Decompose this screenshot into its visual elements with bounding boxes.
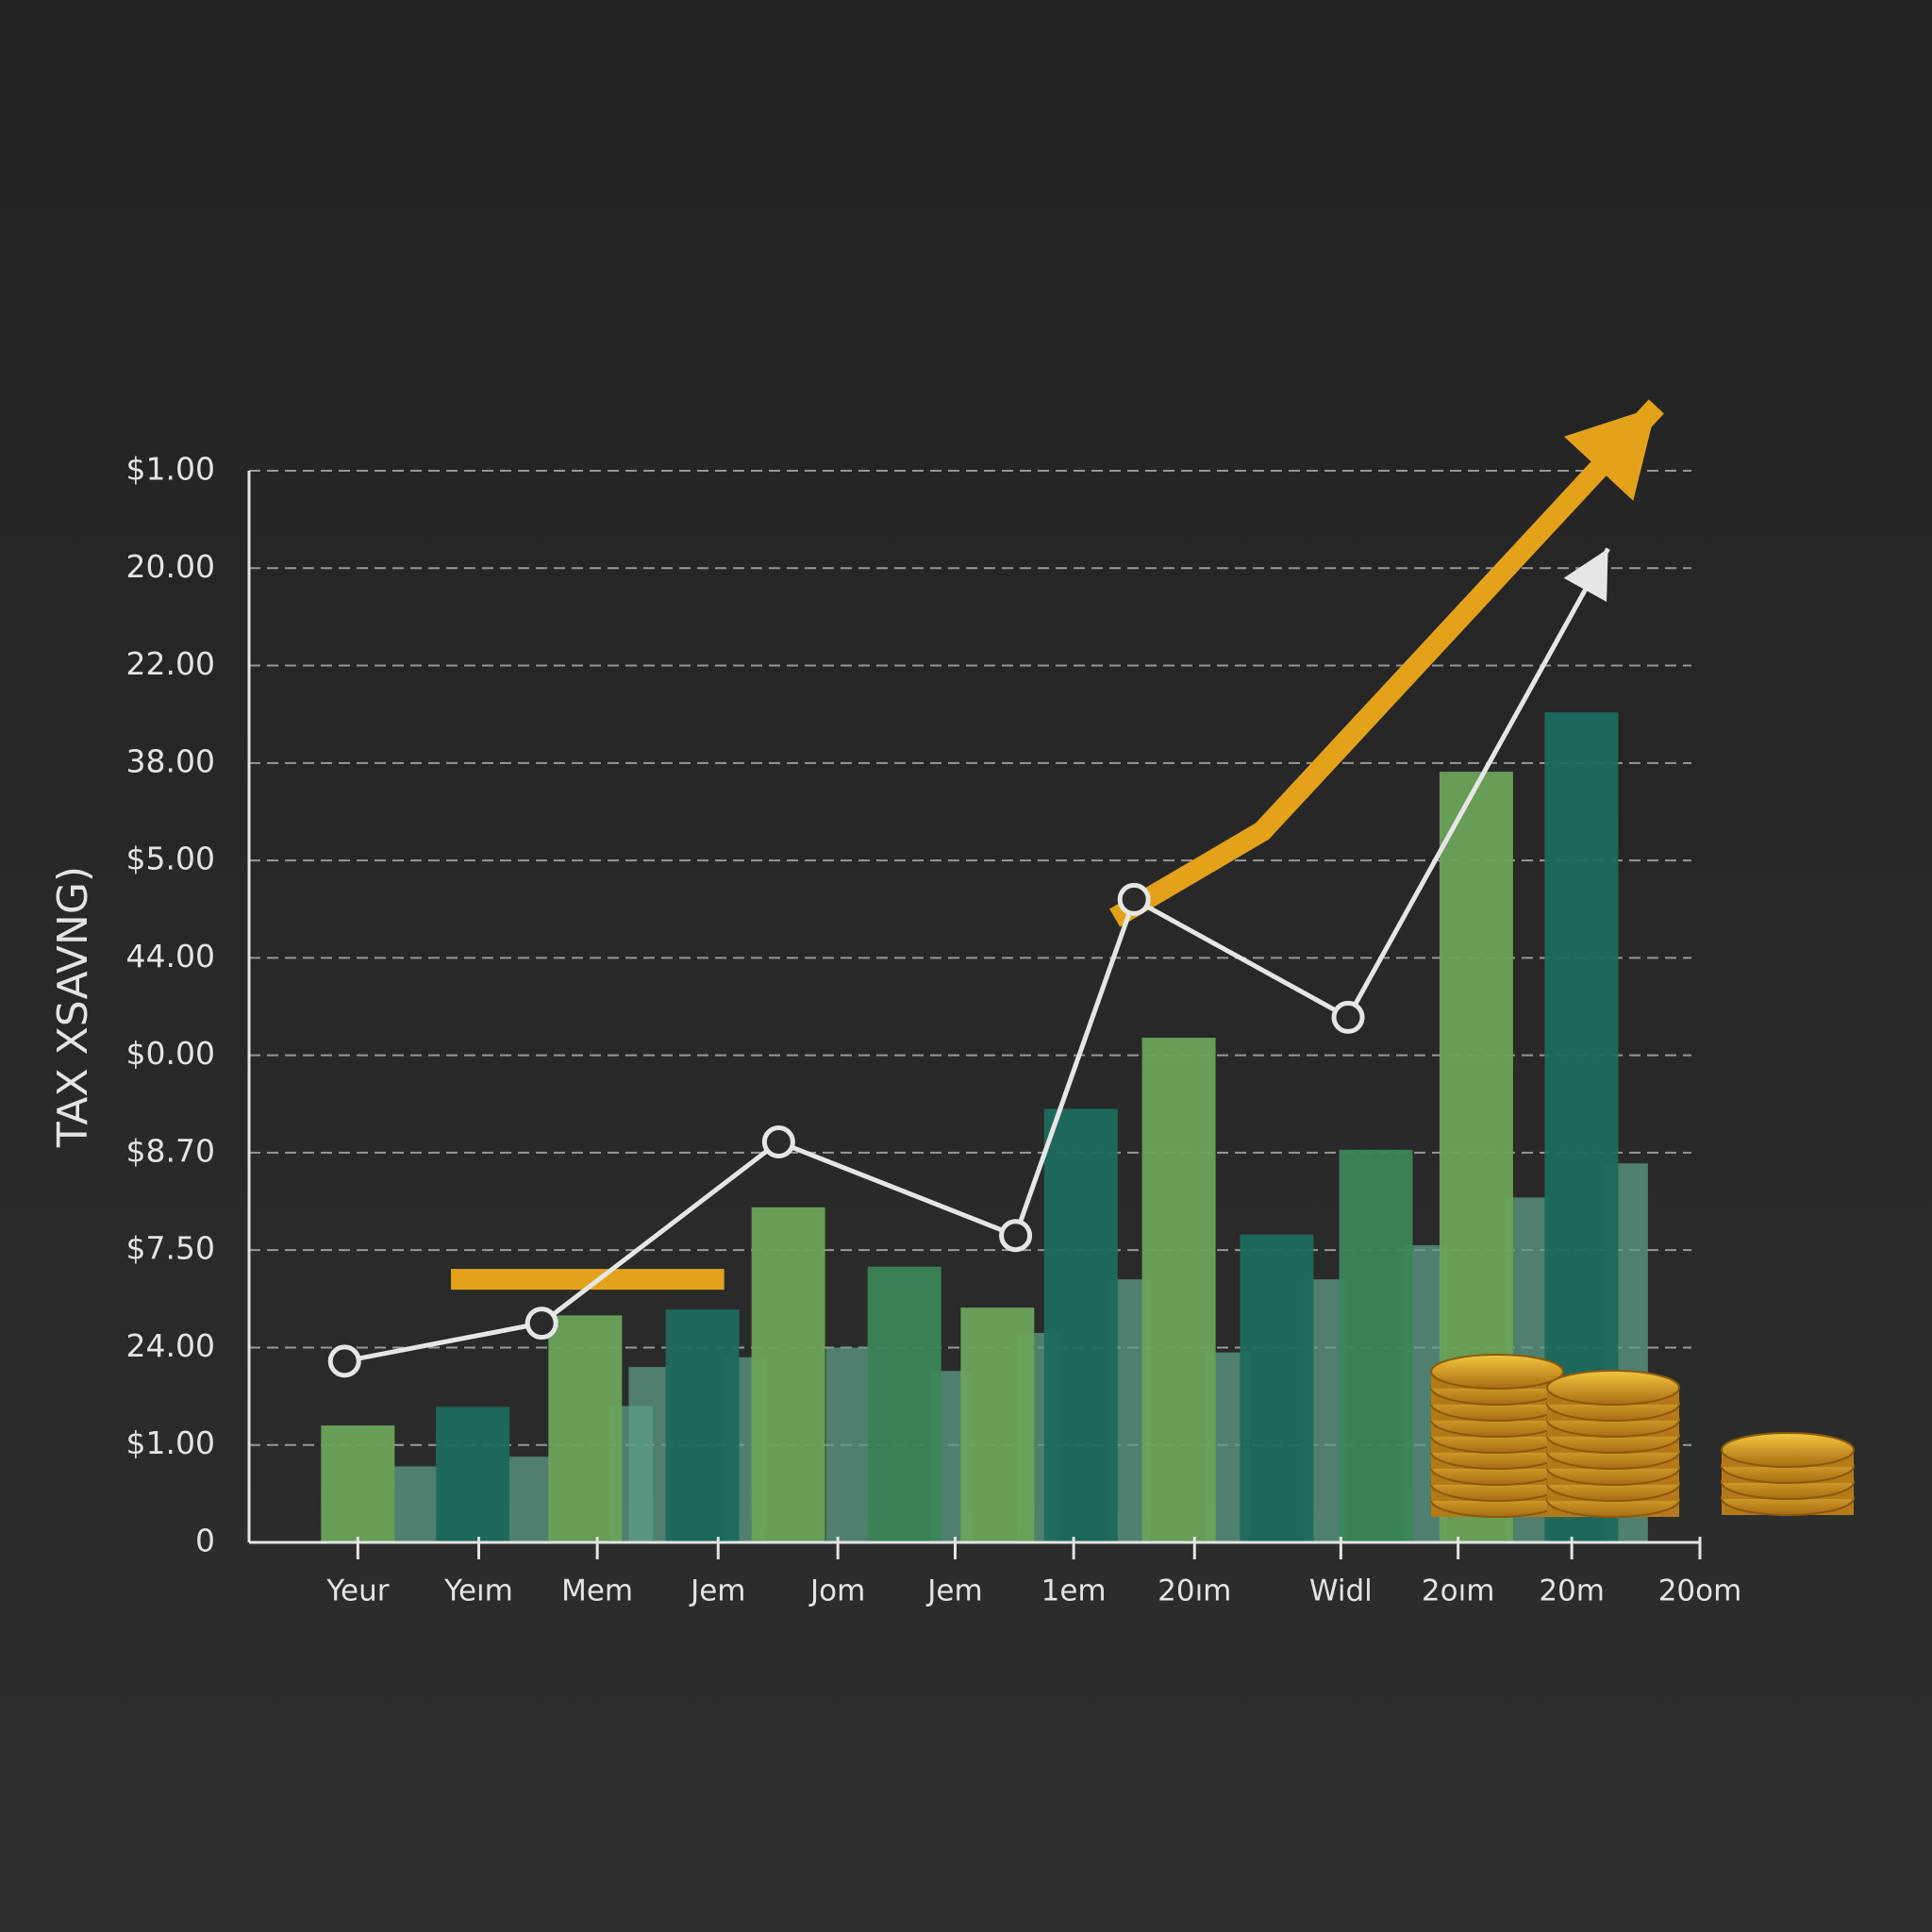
arrow-head — [1563, 406, 1657, 501]
bar — [1240, 1234, 1314, 1542]
bar — [548, 1315, 623, 1542]
y-tick-label: $0.00 — [126, 1035, 215, 1072]
y-tick-label: $1.00 — [126, 1424, 215, 1461]
coin — [1430, 1354, 1564, 1390]
point-marker — [525, 1307, 558, 1341]
x-tick-label: Jem — [689, 1574, 745, 1608]
y-tick-label: 0 — [195, 1523, 215, 1559]
x-tick-label: Jom — [808, 1574, 865, 1608]
y-tick-label: $8.70 — [126, 1132, 215, 1169]
x-tick-label: Widl — [1309, 1574, 1373, 1608]
x-tick-label: 20m — [1539, 1574, 1605, 1608]
x-tick-label: 20ım — [1158, 1574, 1231, 1608]
bar — [436, 1407, 510, 1542]
x-tick-label: Yeım — [443, 1574, 513, 1608]
bar — [751, 1207, 825, 1542]
arrow-head — [1563, 548, 1608, 602]
x-tick-label: 1em — [1041, 1574, 1107, 1608]
bar — [393, 1466, 438, 1542]
bar — [1043, 1108, 1118, 1542]
y-tick-label: $5.00 — [126, 841, 215, 877]
coin — [1721, 1432, 1855, 1468]
x-tick-label: 2oım — [1422, 1574, 1495, 1608]
bar — [960, 1307, 1035, 1542]
point-marker — [1117, 882, 1151, 916]
bar — [321, 1425, 395, 1542]
y-tick-label: 22.00 — [126, 645, 215, 682]
x-tick-label: Mem — [561, 1574, 633, 1608]
point-marker — [761, 1125, 795, 1159]
bar — [867, 1266, 941, 1542]
y-tick-label: 20.00 — [126, 548, 215, 585]
x-tick-label: Jem — [925, 1574, 982, 1608]
y-tick-label: 24.00 — [126, 1327, 215, 1364]
point-marker — [327, 1344, 361, 1378]
y-tick-label: $7.50 — [126, 1230, 215, 1267]
bar — [665, 1309, 740, 1542]
y-axis-label: TAX XSAVNG) — [49, 866, 97, 1148]
bar — [508, 1457, 552, 1542]
y-tick-label: 44.00 — [126, 938, 215, 974]
bar — [1141, 1038, 1216, 1542]
line — [1109, 399, 1664, 927]
y-tick-label: $1.00 — [126, 451, 215, 488]
y-tick-label: 38.00 — [126, 742, 215, 779]
bar — [628, 1367, 673, 1542]
bar — [1339, 1149, 1413, 1542]
coin — [1546, 1370, 1680, 1406]
coins — [1430, 1354, 1855, 1518]
x-tick-label: 20om — [1658, 1574, 1742, 1608]
x-tick-label: Yeur — [325, 1574, 390, 1608]
point-marker — [1331, 1000, 1365, 1034]
bar — [825, 1347, 870, 1542]
point-marker — [999, 1219, 1033, 1253]
